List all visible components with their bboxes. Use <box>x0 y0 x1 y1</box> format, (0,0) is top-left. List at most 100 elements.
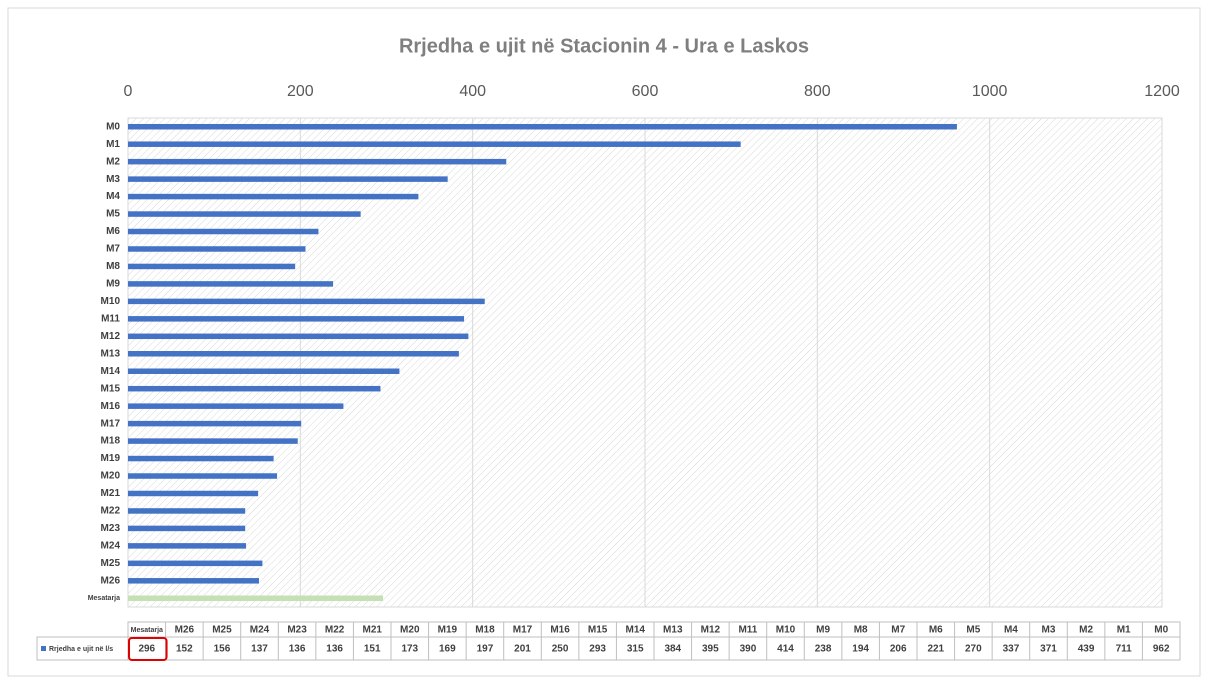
data-table-value: 201 <box>514 644 531 655</box>
bar <box>128 211 361 217</box>
data-table-value: 136 <box>326 644 343 655</box>
bar <box>128 578 259 584</box>
x-tick-label: 1000 <box>972 83 1008 100</box>
y-tick-label: M6 <box>106 226 120 237</box>
y-tick-label: M10 <box>101 296 121 307</box>
bar <box>128 176 448 182</box>
data-table-header: Mesatarja <box>131 627 163 634</box>
data-table-header: M2 <box>1079 625 1093 636</box>
data-table-header: M11 <box>738 625 757 636</box>
bar <box>128 438 298 444</box>
data-table-value: 414 <box>777 644 794 655</box>
bar <box>128 403 344 409</box>
bar <box>128 141 741 147</box>
y-tick-label: M14 <box>101 366 121 377</box>
data-table-header: M16 <box>550 625 570 636</box>
x-tick-label: 1200 <box>1144 83 1180 100</box>
y-tick-label: M12 <box>101 331 121 342</box>
data-table-value: 270 <box>965 644 982 655</box>
y-tick-label: M25 <box>101 558 121 569</box>
data-table-value: 156 <box>214 644 231 655</box>
data-table-header: M18 <box>475 625 495 636</box>
y-tick-label: M3 <box>106 174 120 185</box>
y-tick-label: M0 <box>106 121 120 132</box>
legend-label: Rrjedha e ujit në l/s <box>49 646 113 653</box>
data-table-value: 173 <box>401 644 418 655</box>
data-table-value: 962 <box>1153 644 1170 655</box>
data-table-header: M3 <box>1042 625 1056 636</box>
x-tick-label: 400 <box>459 83 486 100</box>
y-tick-label: M18 <box>101 436 121 447</box>
bar <box>128 316 465 322</box>
data-table-value: 137 <box>251 644 268 655</box>
bar <box>128 228 319 235</box>
data-table-value: 238 <box>815 644 832 655</box>
data-table-value: 439 <box>1078 644 1095 655</box>
data-table-header: M8 <box>854 625 868 636</box>
data-table-header: M13 <box>663 625 683 636</box>
bar <box>128 281 334 287</box>
y-tick-label: M23 <box>101 523 121 534</box>
data-table-header: M25 <box>212 625 232 636</box>
x-tick-label: 800 <box>804 83 831 100</box>
data-table-header: M19 <box>438 625 458 636</box>
bar <box>128 420 302 427</box>
y-tick-label: M20 <box>101 471 121 482</box>
bar <box>128 508 246 514</box>
data-table-value: 337 <box>1003 644 1020 655</box>
data-table-value: 250 <box>552 644 569 655</box>
data-table-header: M24 <box>250 625 270 636</box>
data-table-value: 315 <box>627 644 644 655</box>
y-tick-label: M19 <box>101 453 121 464</box>
bar <box>128 525 246 532</box>
data-table-value: 136 <box>289 644 306 655</box>
x-tick-label: 0 <box>124 83 133 100</box>
y-tick-label: M24 <box>101 541 121 552</box>
y-tick-label: M21 <box>101 488 121 499</box>
bar <box>128 543 247 549</box>
data-table-header: M26 <box>175 625 195 636</box>
data-table-value: 197 <box>477 644 494 655</box>
bar <box>128 473 278 479</box>
data-table-header: M20 <box>400 625 420 636</box>
y-tick-label: M13 <box>101 348 121 359</box>
bar <box>128 158 507 165</box>
y-tick-label: M15 <box>101 383 121 394</box>
bar <box>128 246 306 252</box>
data-table-value: 194 <box>852 644 869 655</box>
bar <box>128 123 957 130</box>
data-table-value: 221 <box>927 644 944 655</box>
y-tick-label: M2 <box>106 156 120 167</box>
data-table-header: M22 <box>325 625 345 636</box>
data-table-value: 384 <box>664 644 681 655</box>
legend-swatch <box>41 646 46 651</box>
y-tick-label: M17 <box>101 418 121 429</box>
bar <box>128 368 400 374</box>
bar <box>128 455 274 462</box>
highlight-box <box>128 637 168 661</box>
bar <box>128 385 381 392</box>
y-tick-label: Mesatarja <box>88 595 120 602</box>
y-tick-label: M9 <box>106 279 120 290</box>
data-table-header: M5 <box>966 625 980 636</box>
y-tick-label: M1 <box>106 139 120 150</box>
data-table-header: M4 <box>1004 625 1018 636</box>
data-table-value: 293 <box>589 644 606 655</box>
bar <box>128 333 469 340</box>
data-table-value: 152 <box>176 644 193 655</box>
data-table-value: 151 <box>364 644 381 655</box>
y-tick-label: M8 <box>106 261 120 272</box>
bar <box>128 263 296 270</box>
data-table-header: M1 <box>1117 625 1131 636</box>
data-table-value: 206 <box>890 644 907 655</box>
chart-title: Rrjedha e ujit në Stacionin 4 - Ura e La… <box>399 35 809 57</box>
data-table-header: M15 <box>588 625 608 636</box>
data-table-value: 711 <box>1116 644 1133 655</box>
data-table-value: 371 <box>1040 644 1057 655</box>
data-table-header: M10 <box>776 625 796 636</box>
data-table-header: M14 <box>625 625 645 636</box>
data-table-header: M21 <box>362 625 382 636</box>
data-table-header: M6 <box>929 625 943 636</box>
bar <box>128 560 263 567</box>
